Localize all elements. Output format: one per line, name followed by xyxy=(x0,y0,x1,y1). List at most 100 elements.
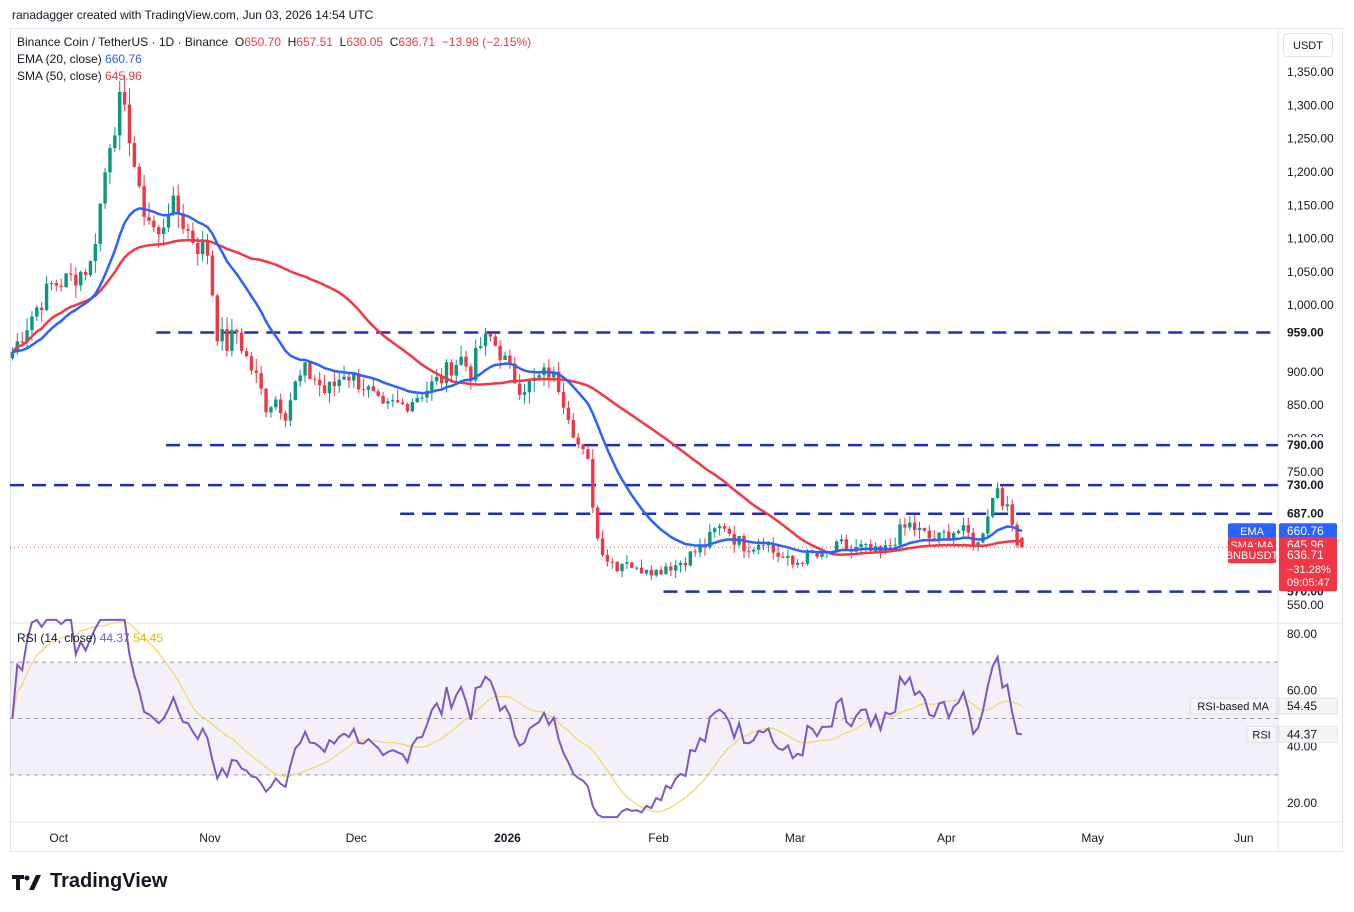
candle-body xyxy=(269,407,273,413)
level-label: 687.00 xyxy=(1287,507,1324,521)
candle-body xyxy=(537,375,541,378)
candle-body xyxy=(278,399,283,414)
time-tick-label: Oct xyxy=(49,831,68,845)
candle-body xyxy=(161,227,166,235)
candle-body xyxy=(517,383,522,395)
candle-body xyxy=(449,362,454,376)
candle-body xyxy=(625,562,629,564)
candle-body xyxy=(595,507,600,539)
rsi-legend[interactable]: RSI (14, close) 44.37 54.45 xyxy=(17,631,164,645)
candle-body xyxy=(571,419,575,438)
candle-body xyxy=(576,437,580,445)
rsi-tag-name: RSI-based MA xyxy=(1197,701,1269,713)
candle-body xyxy=(522,392,527,395)
time-tick-label: Dec xyxy=(346,831,367,845)
candle-body xyxy=(303,362,307,376)
rsi-tag-name-bg xyxy=(1246,725,1277,743)
candle-body xyxy=(474,347,478,381)
candle-body xyxy=(976,542,980,546)
candle-body xyxy=(69,273,73,275)
candle-body xyxy=(176,195,180,214)
candle-body xyxy=(298,375,302,382)
candle-body xyxy=(990,497,995,517)
candle-body xyxy=(654,569,658,576)
rsi-legend-value: 44.37 xyxy=(99,631,130,645)
candle-body xyxy=(54,283,59,286)
candle-body xyxy=(503,355,507,360)
candle-body xyxy=(347,376,351,381)
price-tag-name: EMA xyxy=(1240,526,1265,538)
level-label-bg xyxy=(1281,505,1329,522)
candle-body xyxy=(317,379,322,386)
candle-body xyxy=(410,401,415,412)
candle-body xyxy=(986,516,990,534)
price-tick-label: 750.00 xyxy=(1287,465,1324,479)
change-value: −13.98 (−2.15%) xyxy=(441,35,532,49)
rsi-tag-name: RSI xyxy=(1252,729,1270,741)
candle-body xyxy=(634,567,639,569)
candle-body xyxy=(556,371,561,392)
candle-body xyxy=(454,364,458,376)
candle-body xyxy=(225,329,229,351)
candle-body xyxy=(464,356,468,367)
candle-body xyxy=(64,273,68,288)
candle-body xyxy=(630,562,634,568)
price-tick-label: 1,300.00 xyxy=(1287,98,1334,112)
candle-body xyxy=(459,356,463,365)
candle-body xyxy=(49,283,54,285)
rsi-tag-value: 44.37 xyxy=(1287,727,1317,741)
candle-body xyxy=(435,376,439,382)
candle-body xyxy=(839,539,844,542)
candle-body xyxy=(781,556,785,558)
rsi-tick-label: 80.00 xyxy=(1287,627,1317,641)
candle-body xyxy=(869,543,873,552)
candle-body xyxy=(791,555,795,565)
price-tick-label: 1,100.00 xyxy=(1287,232,1334,246)
candle-body xyxy=(342,376,346,380)
candle-body xyxy=(659,569,663,575)
time-tick-label: 2026 xyxy=(494,831,521,845)
candle-body xyxy=(903,524,907,528)
candle-body xyxy=(220,329,224,342)
tradingview-footer[interactable]: TradingView xyxy=(12,870,167,893)
candle-body xyxy=(288,400,293,421)
candle-body xyxy=(937,532,941,540)
time-tick-label: Mar xyxy=(785,831,806,845)
symbol-legend[interactable]: Binance Coin / TetherUS · 1D · Binance O… xyxy=(17,35,532,49)
rsi-tick-label: 60.00 xyxy=(1287,683,1317,697)
candle-body xyxy=(956,530,961,534)
candle-body xyxy=(1015,524,1019,546)
candle-body xyxy=(79,271,83,286)
candle-body xyxy=(332,381,337,387)
candle-body xyxy=(820,552,824,557)
ema-legend[interactable]: EMA (20, close) 660.76 xyxy=(17,52,142,66)
price-tag-value-bg xyxy=(1279,547,1337,592)
candle-body xyxy=(747,551,751,553)
candle-body xyxy=(10,352,15,359)
level-label-bg xyxy=(1281,437,1329,454)
candle-body xyxy=(152,220,156,228)
candle-body xyxy=(230,329,234,351)
price-tag-name-bg xyxy=(1228,547,1276,564)
candle-body xyxy=(581,444,585,450)
candle-body xyxy=(322,385,327,394)
candle-body xyxy=(30,316,34,331)
candle-body xyxy=(947,531,951,539)
candle-body xyxy=(430,381,434,391)
candle-body xyxy=(727,528,732,534)
candle-body xyxy=(615,561,619,572)
candle-body xyxy=(742,535,746,552)
candle-body xyxy=(39,307,44,311)
brand-name: TradingView xyxy=(50,870,168,892)
open-value: 650.70 xyxy=(244,35,281,49)
currency-button[interactable]: USDT xyxy=(1283,33,1333,57)
candle-body xyxy=(678,562,683,566)
credit-line: ranadagger created with TradingView.com,… xyxy=(12,8,374,22)
candle-body xyxy=(698,544,702,553)
price-tag-value: 636.71 xyxy=(1287,548,1324,562)
candle-body xyxy=(834,541,839,553)
candle-body xyxy=(776,552,780,557)
price-tick-label: 1,150.00 xyxy=(1287,198,1334,212)
sma-legend[interactable]: SMA (50, close) 645.96 xyxy=(17,69,142,83)
